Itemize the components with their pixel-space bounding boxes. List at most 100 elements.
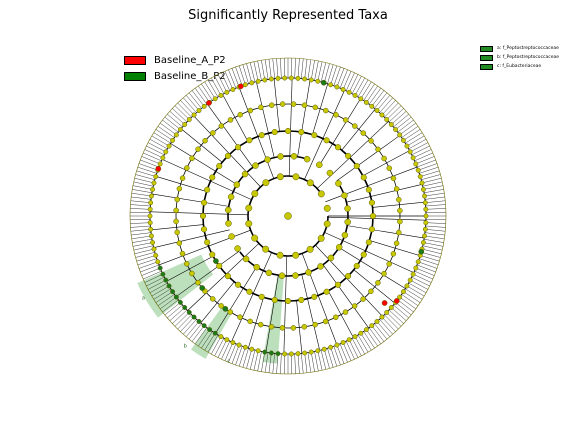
- order-node: [200, 226, 208, 233]
- family-node: [301, 102, 308, 108]
- leaf-tick: [336, 344, 345, 364]
- family-node: [237, 314, 243, 320]
- leaf-tick: [424, 232, 445, 236]
- leaf-tick: [253, 350, 259, 371]
- branch-line: [347, 225, 425, 239]
- family-node: [247, 318, 253, 325]
- leaf-tick: [423, 238, 444, 243]
- clade-label-b: b: [184, 344, 187, 350]
- leaf-tick: [137, 258, 157, 266]
- genus-node: [410, 271, 416, 277]
- leaf-tick: [363, 83, 375, 101]
- leaf-tick: [357, 79, 369, 98]
- leaf-tick: [132, 185, 153, 190]
- order-node: [365, 239, 372, 246]
- order-node: [258, 293, 265, 300]
- genus-node: [268, 76, 274, 82]
- leaf-tick: [411, 145, 430, 156]
- leaf-tick: [231, 68, 240, 88]
- order-node: [368, 226, 376, 233]
- leaf-tick: [249, 349, 256, 370]
- leaf-tick: [135, 252, 155, 258]
- leaf-tick: [379, 319, 393, 335]
- leaf-tick: [246, 349, 252, 369]
- genus-node: [420, 187, 426, 192]
- leaf-tick: [149, 138, 168, 150]
- branch-line: [328, 290, 354, 338]
- genus-node: [358, 330, 364, 336]
- family-node: [390, 251, 397, 257]
- leaf-tick: [381, 316, 396, 332]
- family-node: [176, 240, 183, 246]
- family-node: [279, 325, 286, 331]
- leaf-tick: [214, 75, 225, 94]
- leaf-tick: [201, 83, 213, 101]
- genus-node: [422, 233, 428, 239]
- genus-node: [384, 117, 390, 123]
- genus-node: [374, 108, 380, 113]
- genus-node: [147, 206, 153, 212]
- genus-node: [415, 167, 421, 173]
- leaf-tick: [414, 270, 433, 280]
- genus-node: [177, 299, 183, 305]
- leaf-tick: [327, 64, 334, 84]
- leaf-tick: [348, 339, 359, 358]
- leaf-tick: [423, 189, 444, 194]
- class-node: [341, 231, 349, 239]
- order-node: [360, 174, 367, 181]
- leaf-tick: [231, 344, 240, 364]
- clade-label-a: a: [142, 296, 145, 302]
- legend-label-baseline-a: Baseline_A_P2: [154, 54, 226, 66]
- phylum-node: [251, 234, 259, 242]
- branch-line: [336, 135, 401, 182]
- leaf-tick: [424, 235, 445, 240]
- genus-node: [173, 132, 179, 138]
- branch-line: [325, 166, 418, 203]
- leaf-tick: [414, 152, 433, 162]
- genus-node: [249, 346, 255, 352]
- branch-line: [316, 121, 389, 189]
- genus-node: [417, 174, 423, 179]
- genus-node: [201, 103, 207, 109]
- phylum-node: [262, 245, 270, 253]
- leaf-tick: [425, 222, 446, 224]
- genus-node: [315, 348, 321, 354]
- leaf-tick: [130, 222, 151, 224]
- leaf-tick: [345, 72, 355, 91]
- branch-line: [372, 201, 426, 208]
- order-node: [353, 162, 360, 170]
- genus-node: [242, 344, 248, 350]
- leaf-tick: [425, 204, 446, 207]
- leaf-tick: [415, 267, 435, 276]
- leaf-tick: [391, 307, 407, 321]
- genus-node: [182, 305, 188, 310]
- leaf-tick: [348, 74, 359, 93]
- family-node: [279, 101, 286, 107]
- leaf-tick: [405, 288, 423, 300]
- genus-node: [384, 309, 390, 315]
- leaf-tick: [399, 122, 416, 136]
- leaf-ticks: [129, 57, 447, 375]
- genus-node: [147, 220, 153, 226]
- genus-node: [282, 75, 288, 81]
- phylum-node: [262, 179, 270, 187]
- family-node: [381, 155, 387, 162]
- enriched-a-node: [155, 165, 162, 172]
- order-node: [360, 251, 367, 258]
- family-node: [397, 207, 403, 214]
- leaf-tick: [363, 331, 375, 349]
- clade-swatch-b: [480, 54, 493, 61]
- leaf-tick: [198, 329, 210, 347]
- family-node: [301, 324, 308, 330]
- root-node: [284, 212, 292, 220]
- order-node: [365, 186, 372, 193]
- leaf-tick: [386, 105, 402, 120]
- leaf-tick: [360, 81, 372, 99]
- class-node: [234, 245, 241, 252]
- order-node: [246, 137, 253, 144]
- branch-line: [155, 176, 207, 192]
- order-node: [234, 144, 242, 151]
- clade-labels: a b c: [142, 296, 231, 365]
- family-node: [268, 324, 275, 330]
- leaf-tick: [143, 270, 162, 280]
